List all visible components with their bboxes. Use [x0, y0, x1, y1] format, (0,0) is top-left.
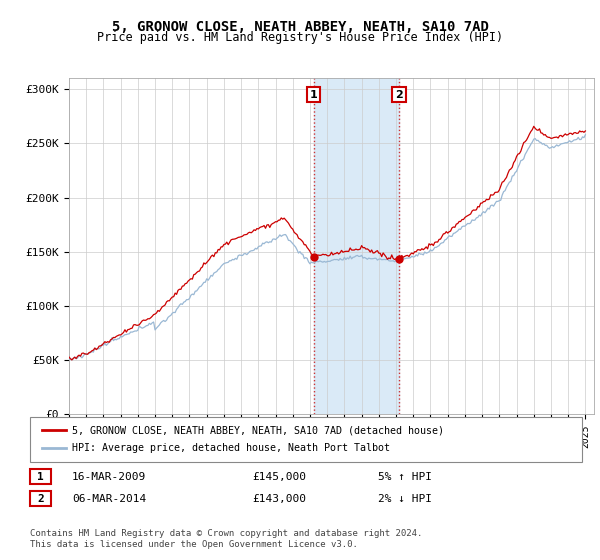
Text: 16-MAR-2009: 16-MAR-2009 [72, 472, 146, 482]
Text: 5, GRONOW CLOSE, NEATH ABBEY, NEATH, SA10 7AD: 5, GRONOW CLOSE, NEATH ABBEY, NEATH, SA1… [112, 20, 488, 34]
Text: 5% ↑ HPI: 5% ↑ HPI [378, 472, 432, 482]
Text: £143,000: £143,000 [252, 494, 306, 504]
Text: 06-MAR-2014: 06-MAR-2014 [72, 494, 146, 504]
Bar [314, 78, 399, 414]
Text: £145,000: £145,000 [252, 472, 306, 482]
Text: HPI: Average price, detached house, Neath Port Talbot: HPI: Average price, detached house, Neat… [72, 443, 390, 453]
Text: 1: 1 [37, 472, 44, 482]
Text: 2: 2 [395, 90, 403, 100]
Text: Price paid vs. HM Land Registry's House Price Index (HPI): Price paid vs. HM Land Registry's House … [97, 31, 503, 44]
Text: Contains HM Land Registry data © Crown copyright and database right 2024.
This d: Contains HM Land Registry data © Crown c… [30, 529, 422, 549]
Text: 2: 2 [37, 494, 44, 504]
Text: 5, GRONOW CLOSE, NEATH ABBEY, NEATH, SA10 7AD (detached house): 5, GRONOW CLOSE, NEATH ABBEY, NEATH, SA1… [72, 425, 444, 435]
Text: 2% ↓ HPI: 2% ↓ HPI [378, 494, 432, 504]
Text: 1: 1 [310, 90, 317, 100]
